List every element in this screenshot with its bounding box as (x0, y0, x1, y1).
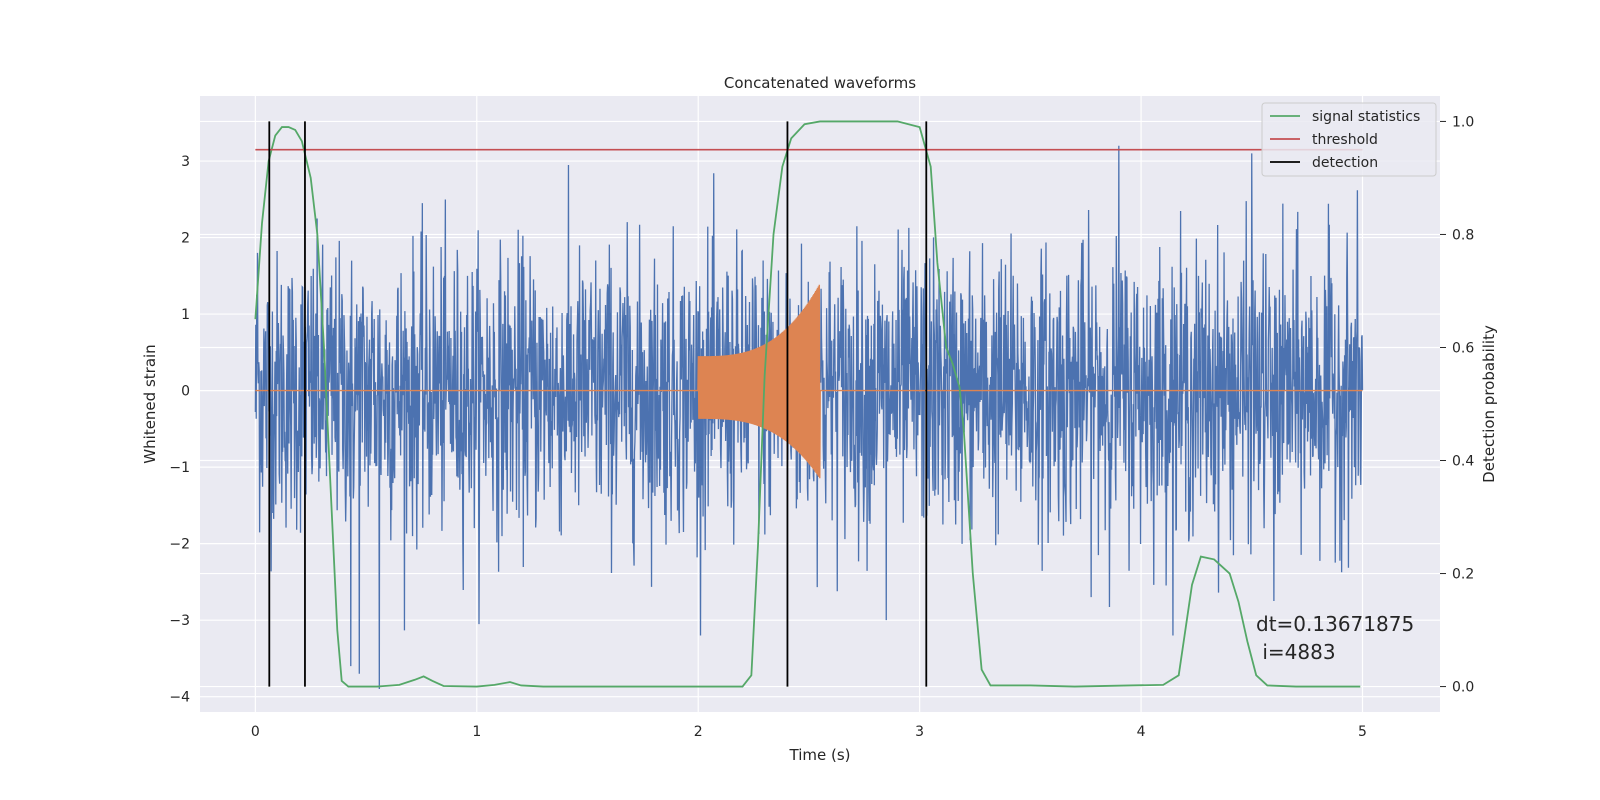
y-axis-left: −4 −3 −2 −1 0 1 2 3 (169, 154, 190, 706)
legend: signal statistics threshold detection (1261, 102, 1437, 177)
y-tick-label: −3 (169, 613, 190, 629)
y-right-tick-label: 0.8 (1452, 227, 1474, 243)
legend-label-detection: detection (1312, 155, 1378, 171)
y-tick-label: −2 (169, 537, 190, 553)
x-tick-label: 2 (694, 724, 703, 740)
annotation-i: i=4883 (1256, 640, 1336, 664)
x-tick-label: 5 (1358, 724, 1367, 740)
x-axis-label: Time (s) (789, 746, 851, 764)
x-tick-label: 1 (472, 724, 481, 740)
y-right-tick-label: 0.0 (1452, 680, 1474, 696)
y-right-tick-label: 1.0 (1452, 114, 1474, 130)
y-axis-right-label: Detection probability (1480, 325, 1498, 483)
y-right-tick-label: 0.2 (1452, 567, 1474, 583)
y-right-tick-label: 0.6 (1452, 340, 1474, 356)
y-tick-label: 3 (181, 154, 190, 170)
legend-label-threshold: threshold (1312, 132, 1378, 148)
x-tick-label: 0 (251, 724, 260, 740)
y-tick-label: 1 (181, 307, 190, 323)
y-axis-label: Whitened strain (141, 344, 159, 463)
chart-title: Concatenated waveforms (724, 74, 916, 92)
x-tick-label: 3 (915, 724, 924, 740)
legend-box (1261, 102, 1437, 177)
y-tick-label: −4 (169, 690, 190, 706)
y-right-tick-label: 0.4 (1452, 454, 1474, 470)
y-axis-right: 0.0 0.2 0.4 0.6 0.8 1.0 (1440, 114, 1474, 696)
y-tick-label: 0 (181, 384, 190, 400)
x-tick-label: 4 (1137, 724, 1146, 740)
series-signal-statistics (254, 120, 1361, 688)
y-tick-label: −1 (169, 460, 190, 476)
legend-label-signal-statistics: signal statistics (1312, 109, 1420, 125)
series-layer (254, 120, 1364, 690)
annotation-dt: dt=0.13671875 (1256, 612, 1414, 636)
series-injected-chirp (255, 284, 1363, 479)
x-axis: 0 1 2 3 4 5 (251, 724, 1367, 740)
y-tick-label: 2 (181, 231, 190, 247)
